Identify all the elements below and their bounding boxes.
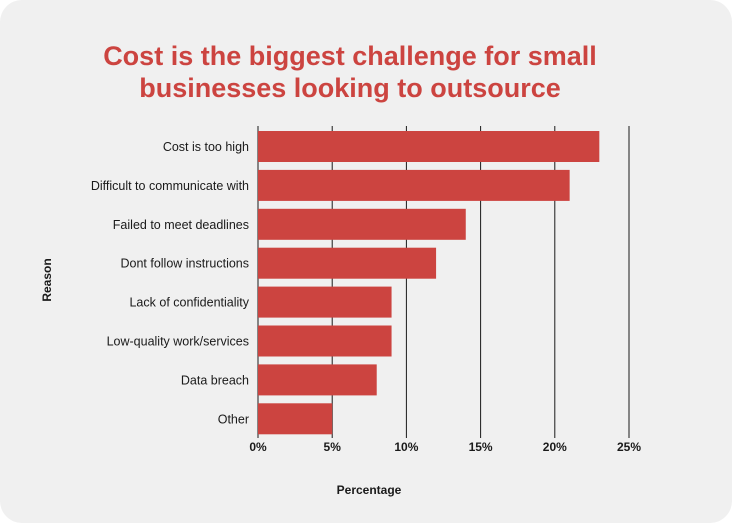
category-label: Difficult to communicate with [91,179,249,193]
bar [258,169,570,201]
chart-title-line-1: Cost is the biggest challenge for small [103,41,597,71]
bar [258,247,437,279]
category-label: Lack of confidentiality [129,296,249,310]
bars [258,131,600,435]
category-label: Low-quality work/services [107,335,249,349]
category-label: Dont follow instructions [120,257,249,271]
x-tick-label: 10% [394,440,418,454]
category-label: Cost is too high [163,140,249,154]
category-label: Data breach [181,373,249,387]
category-label: Other [218,412,249,426]
x-tick-label: 25% [617,440,641,454]
y-axis-title: Reason [40,258,54,301]
x-tick-labels: 0% 5% 10% 15% 20% 25% [249,440,641,454]
category-labels: Cost is too high Difficult to communicate… [91,140,250,426]
bar [258,403,333,435]
chart-title: Cost is the biggest challenge for small … [0,40,700,104]
x-tick-label: 5% [324,440,342,454]
bar [258,208,466,240]
bar [258,286,392,318]
x-tick-label: 15% [469,440,493,454]
x-tick-label: 0% [249,440,267,454]
bar [258,364,377,396]
bar [258,131,600,162]
chart-title-line-2: businesses looking to outsource [139,73,561,103]
category-label: Failed to meet deadlines [113,218,249,232]
x-tick-label: 20% [543,440,567,454]
x-axis-title: Percentage [337,483,402,497]
bar [258,325,392,357]
